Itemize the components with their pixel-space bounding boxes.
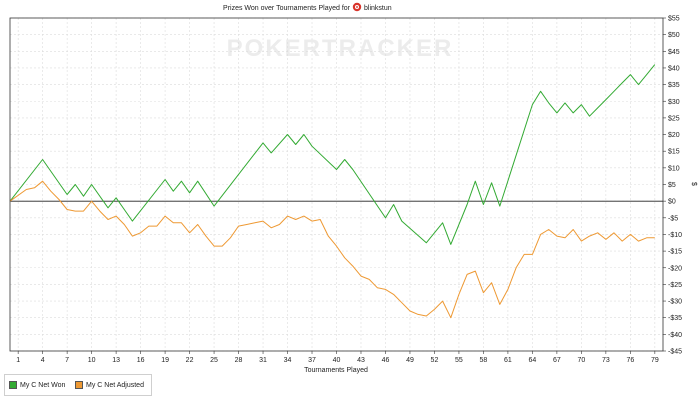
y-tick-label: -$5 [668, 215, 678, 222]
y-tick-label: -$45 [668, 349, 682, 356]
poker-chip-icon [352, 2, 362, 12]
x-tick-label: 73 [602, 357, 610, 364]
x-tick-label: 16 [137, 357, 145, 364]
legend: My C Net Won My C Net Adjusted [4, 374, 152, 396]
chart-title: Prizes Won over Tournaments Played for [223, 5, 351, 12]
series-line-0 [9, 64, 656, 245]
y-tick-label: $50 [668, 32, 680, 39]
plot-border [9, 17, 664, 352]
x-tick-label: 49 [406, 357, 414, 364]
y-tick-label: -$20 [668, 265, 682, 272]
y-tick-label: $25 [668, 115, 680, 122]
legend-label-net-adjusted: My C Net Adjusted [86, 381, 144, 389]
x-tick-label: 76 [626, 357, 634, 364]
x-tick-label: 31 [259, 357, 267, 364]
x-tick-label: 46 [382, 357, 390, 364]
y-tick-label: -$10 [668, 232, 682, 239]
x-tick-label: 52 [431, 357, 439, 364]
y-tick-label: $10 [668, 165, 680, 172]
legend-item-net-adjusted: My C Net Adjusted [75, 381, 144, 389]
x-tick-label: 4 [41, 357, 45, 364]
x-tick-label: 67 [553, 357, 561, 364]
legend-swatch-net-adjusted [75, 381, 83, 389]
y-tick-label: $40 [668, 65, 680, 72]
x-tick-label: 64 [529, 357, 537, 364]
x-tick-label: 43 [357, 357, 365, 364]
y-tick-label: -$35 [668, 315, 682, 322]
x-axis: 1 4 7 10 13 16 19 22 25 28 31 34 37 40 43 46 49 52 55 58 61 6… [16, 351, 659, 364]
x-tick-label: 55 [455, 357, 463, 364]
series-layer [9, 64, 656, 319]
x-tick-label: 28 [235, 357, 243, 364]
legend-item-net-won: My C Net Won [9, 381, 65, 389]
y-tick-label: $35 [668, 82, 680, 89]
y-axis-label: $ [690, 182, 697, 186]
x-tick-label: 79 [651, 357, 659, 364]
y-axis: $55 $50 $45 $40 $35 $30 $25 $20 $15 $10 $5 $0 -$5 -$1… [663, 16, 682, 356]
watermark-logo: POKERTRACKER [227, 35, 454, 62]
x-tick-label: 70 [577, 357, 585, 364]
y-tick-label: $5 [668, 182, 676, 189]
y-tick-label: $20 [668, 132, 680, 139]
x-tick-label: 40 [333, 357, 341, 364]
y-tick-label: -$25 [668, 282, 682, 289]
x-tick-label: 19 [161, 357, 169, 364]
y-tick-label: -$30 [668, 299, 682, 306]
x-tick-label: 61 [504, 357, 512, 364]
x-tick-label: 13 [112, 357, 120, 364]
x-tick-label: 1 [16, 357, 20, 364]
y-tick-label: $45 [668, 49, 680, 56]
x-tick-label: 22 [186, 357, 194, 364]
series-line-1 [9, 180, 655, 319]
x-tick-label: 10 [88, 357, 96, 364]
y-tick-label: $30 [668, 99, 680, 106]
x-axis-label: Tournaments Played [304, 367, 368, 374]
x-tick-label: 37 [308, 357, 316, 364]
x-tick-label: 25 [210, 357, 218, 364]
y-tick-label: $15 [668, 149, 680, 156]
x-tick-label: 34 [284, 357, 292, 364]
y-tick-label: -$15 [668, 249, 682, 256]
y-tick-label: $0 [668, 199, 676, 206]
y-tick-label: -$40 [668, 332, 682, 339]
player-name: blinkstun [364, 5, 392, 12]
legend-swatch-net-won [9, 381, 17, 389]
x-tick-label: 7 [65, 357, 69, 364]
y-tick-label: $55 [668, 16, 680, 23]
legend-label-net-won: My C Net Won [20, 381, 66, 389]
grid [10, 17, 663, 352]
x-tick-label: 58 [480, 357, 488, 364]
